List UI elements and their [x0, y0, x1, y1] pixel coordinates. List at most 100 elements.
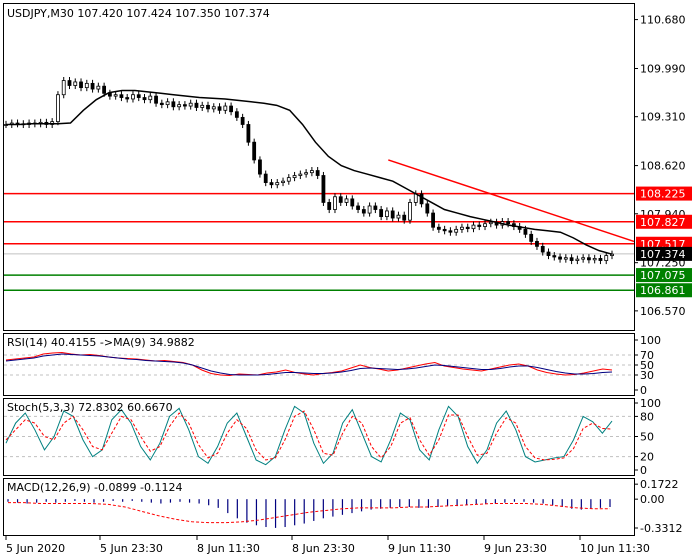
candle [367, 205, 372, 214]
y-tick-label: 20 [640, 451, 654, 464]
candle [448, 230, 453, 233]
rsi-title: RSI(14) 40.4155 ->MA(9) 34.9882 [7, 336, 195, 349]
candle [194, 102, 199, 108]
candle [436, 226, 441, 230]
candle [454, 228, 459, 233]
candle [240, 116, 245, 125]
candle [286, 177, 291, 182]
macd-title: MACD(12,26,9) -0.0899 -0.1124 [7, 481, 182, 494]
price-label-box [636, 186, 692, 201]
candle [292, 175, 297, 179]
series-line [5, 353, 613, 376]
candle [229, 105, 233, 113]
candle [206, 104, 210, 110]
price-label: 107.374 [640, 248, 686, 261]
candle [223, 105, 228, 111]
x-tick-label: 9 Jun 11:30 [388, 542, 451, 555]
candle [67, 80, 72, 86]
y-tick-label: 100 [640, 334, 661, 347]
candle [587, 257, 591, 261]
candle [425, 203, 430, 214]
candle [269, 182, 274, 186]
candle [333, 196, 337, 210]
candle [523, 228, 528, 235]
candle [275, 182, 280, 186]
candle [385, 210, 389, 218]
candle [327, 202, 332, 210]
candle [113, 94, 118, 97]
y-tick-label: 70 [640, 349, 654, 362]
candle [159, 102, 164, 106]
stoch-title: Stoch(5,3,3) 72.8302 60.6670 [7, 401, 173, 414]
main-title: USDJPY,M30 107.420 107.424 107.350 107.3… [7, 7, 270, 20]
candle [419, 193, 424, 205]
candle [477, 224, 482, 227]
x-tick-label: 8 Jun 11:30 [197, 542, 260, 555]
candle [575, 258, 580, 261]
price-label-box [636, 246, 692, 261]
candle [396, 214, 401, 219]
candle [84, 82, 89, 89]
price-label-box [636, 268, 692, 283]
candle [177, 104, 182, 108]
price-label: 107.075 [640, 269, 686, 282]
candle [558, 256, 562, 260]
y-tick-label: -0.3312 [640, 522, 682, 535]
candle [183, 104, 187, 107]
candle [136, 94, 141, 98]
trend-line[interactable] [388, 159, 635, 243]
candle [361, 209, 366, 214]
y-tick-label: 106.570 [640, 305, 686, 318]
candle [107, 92, 112, 97]
candle [344, 198, 349, 203]
candle [431, 212, 435, 228]
candle [102, 85, 107, 94]
candle [390, 210, 395, 219]
candle [298, 173, 303, 176]
x-tick-label: 9 Jun 23:30 [484, 542, 547, 555]
candle [321, 175, 326, 203]
candle [529, 233, 534, 242]
candle [402, 214, 407, 221]
macd-panel: 0.1722 0.00 -0.3312 [7, 478, 682, 535]
candle [315, 170, 320, 176]
candle [131, 94, 135, 100]
moving-average-line [6, 89, 613, 255]
candle [79, 81, 83, 89]
candle [171, 101, 176, 108]
candle [483, 223, 487, 227]
candle [281, 180, 285, 183]
candle [96, 85, 101, 90]
candle [125, 97, 130, 100]
y-tick-label: 100 [640, 397, 661, 410]
candle [506, 221, 511, 225]
candle [234, 111, 239, 118]
candle [442, 228, 447, 232]
candle [465, 226, 470, 230]
candle [188, 102, 193, 107]
x-tick-label: 8 Jun 23:30 [292, 542, 355, 555]
y-tick-label: 109.990 [640, 62, 686, 75]
candle [460, 226, 464, 230]
y-tick-label: 0.00 [640, 493, 665, 506]
candle [154, 95, 158, 104]
y-tick-label: 110.680 [640, 14, 686, 27]
candle [165, 101, 170, 106]
x-tick-label: 10 Jun 11:30 [580, 542, 650, 555]
main-price-panel: 110.680109.990109.310108.620107.940107.2… [4, 14, 692, 318]
candle [338, 196, 343, 203]
candle [148, 95, 153, 101]
candle [488, 221, 493, 225]
main-panel-frame [3, 3, 635, 331]
candle [408, 202, 412, 221]
candle [569, 257, 574, 261]
y-tick-label: 109.310 [640, 111, 686, 124]
candle [356, 205, 360, 210]
candle [373, 205, 378, 210]
candle [581, 257, 586, 260]
y-tick-label: 0 [640, 464, 647, 477]
candle [56, 94, 60, 123]
